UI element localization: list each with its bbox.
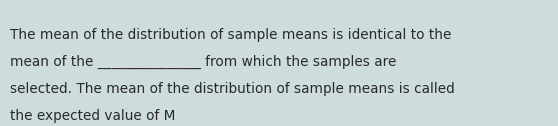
Text: The mean of the distribution of sample means is identical to the: The mean of the distribution of sample m… bbox=[10, 28, 451, 42]
Text: the expected value of M: the expected value of M bbox=[10, 109, 175, 123]
Text: selected. The mean of the distribution of sample means is called: selected. The mean of the distribution o… bbox=[10, 82, 455, 96]
Text: mean of the _______________ from which the samples are: mean of the _______________ from which t… bbox=[10, 55, 396, 69]
